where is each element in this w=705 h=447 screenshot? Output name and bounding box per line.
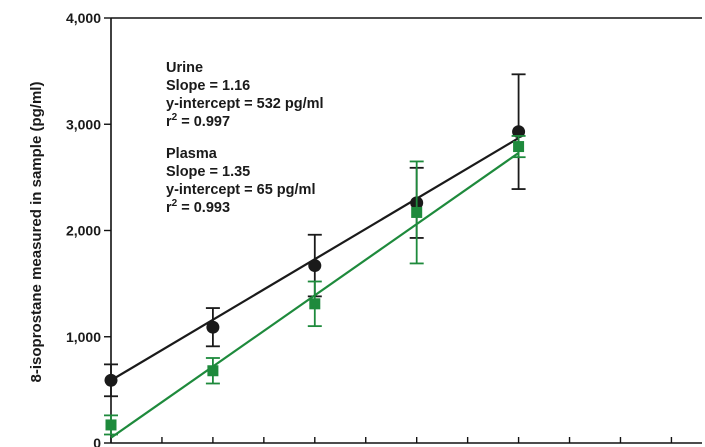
urine-point — [512, 125, 526, 139]
plasma-annotation: Plasma Slope = 1.35 y-intercept = 65 pg/… — [166, 146, 315, 216]
y-axis-label: 8-isoprostane measured in sample (pg/ml) — [28, 82, 45, 383]
urine-point — [308, 259, 322, 273]
urine-series — [104, 73, 526, 398]
urine-point — [206, 320, 220, 334]
urine-point — [104, 373, 118, 387]
plasma-point — [513, 141, 525, 153]
plasma-annotation-intercept: y-intercept = 65 pg/ml — [166, 182, 315, 198]
urine-annotation-intercept: y-intercept = 532 pg/ml — [166, 96, 324, 112]
plasma-point — [411, 206, 423, 218]
y-tick-label: 3,000 — [66, 116, 101, 132]
series-group — [104, 73, 526, 439]
y-tick-label: 2,000 — [66, 223, 101, 239]
y-tick-label: 1,000 — [66, 329, 101, 345]
plasma-series — [104, 135, 526, 439]
plasma-annotation-name: Plasma — [166, 146, 218, 162]
plasma-point — [105, 419, 117, 431]
plasma-point — [309, 298, 321, 310]
x-axis-ticks — [110, 437, 673, 443]
urine-annotation-r2: r2 = 0.997 — [166, 112, 230, 130]
y-tick-label: 4,000 — [66, 10, 101, 26]
urine-annotation-name: Urine — [166, 60, 203, 76]
plasma-annotation-r2: r2 = 0.993 — [166, 198, 230, 216]
plasma-annotation-slope: Slope = 1.35 — [166, 164, 250, 180]
plasma-point — [207, 365, 219, 377]
y-axis-ticks: 0 1,000 2,000 3,000 4,000 — [66, 10, 111, 447]
y-tick-label: 0 — [93, 435, 101, 447]
urine-annotation-slope: Slope = 1.16 — [166, 78, 250, 94]
urine-annotation: Urine Slope = 1.16 y-intercept = 532 pg/… — [166, 60, 324, 130]
